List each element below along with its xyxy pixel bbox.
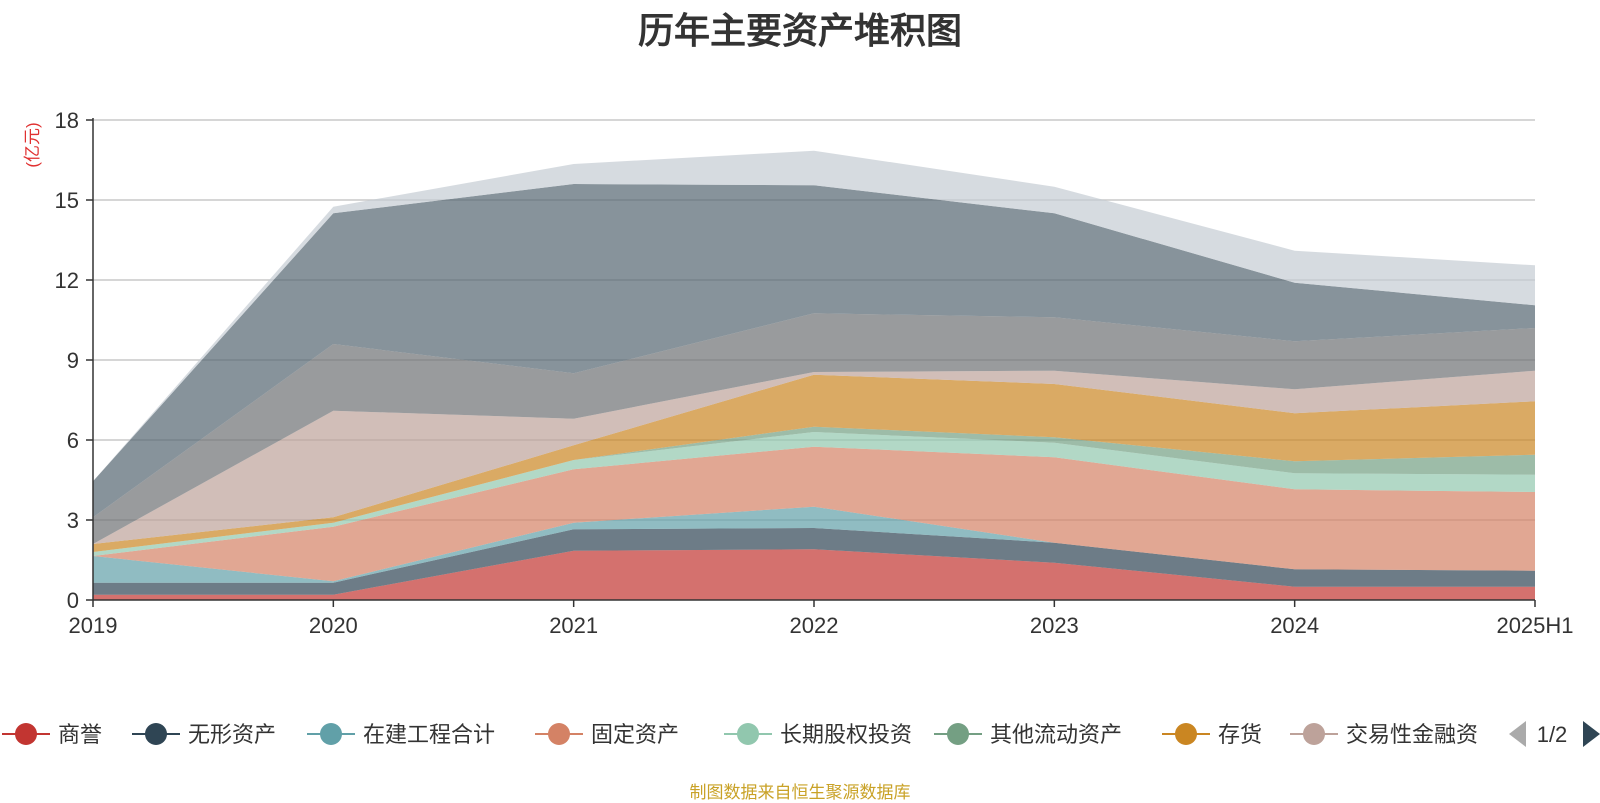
- axes: 0 3 6 9 12 15 18 2019 2020 2021 2022 2023 2024 2025H1: [55, 108, 1574, 638]
- x-tick-label: 2023: [1030, 613, 1079, 638]
- area-series-7: [93, 370, 1535, 544]
- area-series-layer: [93, 150, 1535, 600]
- legend-marker: [548, 723, 570, 745]
- legend: 商誉 无形资产 在建工程合计 固定资产 长期股权投资 其他流动资产 存货 交易性金融资 1/2: [2, 721, 1600, 747]
- legend-marker: [15, 723, 37, 745]
- legend-next-page-icon[interactable]: [1583, 721, 1600, 747]
- legend-label: 无形资产: [188, 722, 276, 747]
- x-tick-label: 2019: [69, 613, 118, 638]
- legend-label: 长期股权投资: [780, 722, 912, 747]
- area-series-2: [93, 506, 1535, 583]
- legend-prev-page-icon[interactable]: [1509, 721, 1526, 747]
- x-tick-label: 2025H1: [1496, 613, 1573, 638]
- legend-label: 在建工程合计: [363, 722, 495, 747]
- legend-item[interactable]: 其他流动资产: [934, 722, 1122, 747]
- x-tick-label: 2020: [309, 613, 358, 638]
- x-tick-label: 2021: [549, 613, 598, 638]
- legend-marker: [145, 723, 167, 745]
- area-series-8: [93, 313, 1535, 544]
- legend-item[interactable]: 固定资产: [535, 722, 679, 747]
- y-tick-label: 15: [55, 188, 79, 213]
- legend-item[interactable]: 长期股权投资: [724, 722, 912, 747]
- legend-item[interactable]: 在建工程合计: [307, 722, 495, 747]
- legend-marker: [947, 723, 969, 745]
- area-series-10: [93, 150, 1535, 482]
- area-series-3: [93, 446, 1535, 582]
- y-tick-label: 18: [55, 108, 79, 133]
- legend-item[interactable]: 交易性金融资: [1290, 722, 1478, 747]
- y-tick-label: 9: [67, 348, 79, 373]
- source-note: 制图数据来自恒生聚源数据库: [689, 783, 911, 802]
- legend-label: 固定资产: [591, 722, 679, 747]
- legend-label: 其他流动资产: [990, 722, 1122, 747]
- x-tick-label: 2024: [1270, 613, 1319, 638]
- area-series-6: [93, 374, 1535, 552]
- legend-item[interactable]: 无形资产: [132, 722, 276, 747]
- legend-page-indicator: 1/2: [1537, 722, 1568, 747]
- legend-item[interactable]: 商誉: [2, 722, 102, 747]
- legend-item[interactable]: 存货: [1162, 722, 1262, 747]
- legend-label: 交易性金融资: [1346, 722, 1478, 747]
- y-tick-label: 6: [67, 428, 79, 453]
- legend-marker: [737, 723, 759, 745]
- legend-marker: [1175, 723, 1197, 745]
- area-series-1: [93, 528, 1535, 595]
- y-tick-label: 12: [55, 268, 79, 293]
- y-tick-label: 3: [67, 508, 79, 533]
- y-tick-label: 0: [67, 588, 79, 613]
- area-series-4: [93, 432, 1535, 556]
- legend-marker: [1303, 723, 1325, 745]
- legend-label: 商誉: [58, 722, 102, 747]
- area-series-0: [93, 549, 1535, 600]
- legend-label: 存货: [1218, 722, 1262, 747]
- chart-title: 历年主要资产堆积图: [637, 10, 962, 51]
- x-tick-label: 2022: [790, 613, 839, 638]
- y-axis-unit-label: (亿元): [23, 122, 42, 167]
- legend-marker: [320, 723, 342, 745]
- area-series-9: [93, 184, 1535, 518]
